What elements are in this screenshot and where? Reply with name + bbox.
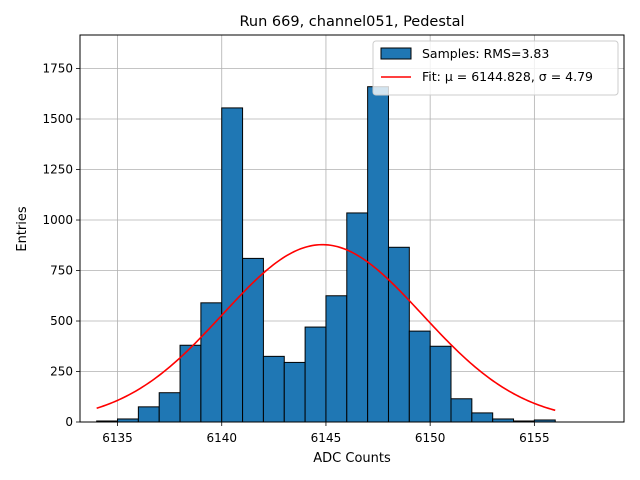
histogram-bar <box>221 107 244 423</box>
x-tick-label: 6135 <box>102 431 133 445</box>
gaussian-fit-line <box>96 243 556 412</box>
legend-box <box>372 40 619 96</box>
chart-title: Run 669, channel051, Pedestal <box>239 14 464 30</box>
legend-label-samples: Samples: RMS=3.83 <box>422 46 549 61</box>
histogram-bar <box>158 392 181 423</box>
plot-frame <box>79 34 625 423</box>
x-tick-label: 6155 <box>519 431 550 445</box>
histogram-bar <box>346 212 369 423</box>
y-tick-label: 500 <box>50 314 73 328</box>
histogram-bar <box>387 246 410 423</box>
histogram-bar <box>408 330 431 423</box>
y-tick-label: 1000 <box>42 213 73 227</box>
y-tick-label: 0 <box>65 415 73 429</box>
histogram-bar <box>262 355 285 423</box>
histogram-bar <box>325 295 348 423</box>
y-axis-ticks: 0 250 500 750 1000 1250 1500 1750 <box>42 62 80 429</box>
y-tick-label: 750 <box>50 264 73 278</box>
x-tick-label: 6140 <box>206 431 237 445</box>
x-axis-label: ADC Counts <box>313 451 391 466</box>
x-tick-label: 6145 <box>311 431 342 445</box>
legend-swatch-samples <box>380 47 412 60</box>
histogram-bar <box>429 345 452 423</box>
fit-curve-layer <box>96 243 556 412</box>
x-axis-ticks: 6135 6140 6145 6150 6155 <box>102 422 550 445</box>
histogram-bar <box>179 344 202 423</box>
histogram-bar <box>200 302 223 423</box>
histogram-bar <box>471 412 494 423</box>
histogram-bar <box>137 406 160 423</box>
y-tick-label: 250 <box>50 365 73 379</box>
y-axis-label: Entries <box>15 206 30 252</box>
histogram-bar <box>283 361 306 423</box>
histogram-bar <box>304 326 327 423</box>
x-tick-label: 6150 <box>415 431 446 445</box>
legend: Samples: RMS=3.83 Fit: μ = 6144.828, σ =… <box>372 40 619 96</box>
y-tick-label: 1250 <box>42 163 73 177</box>
histogram-bar <box>450 398 473 423</box>
histogram-bar <box>367 86 389 423</box>
y-tick-label: 1500 <box>42 112 73 126</box>
y-tick-label: 1750 <box>42 62 73 76</box>
legend-label-fit: Fit: μ = 6144.828, σ = 4.79 <box>422 69 593 84</box>
